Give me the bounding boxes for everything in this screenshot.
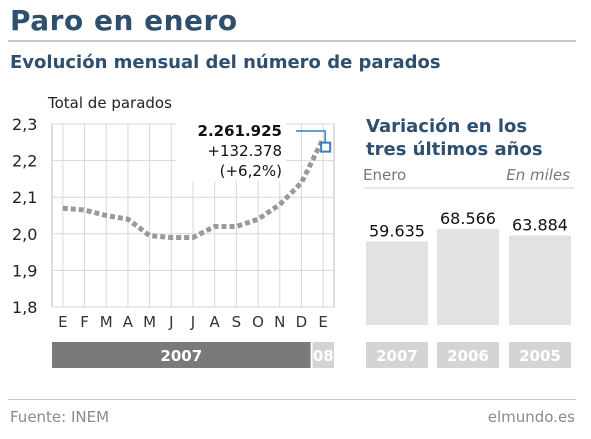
x-tick-label: O [252, 313, 264, 331]
y-tick-label: 1,8 [12, 298, 37, 317]
bar-chart-unit-note: En miles [506, 166, 570, 184]
x-tick-label: A [123, 313, 134, 331]
footer-divider [8, 399, 576, 400]
bar-value-label: 68.566 [440, 209, 496, 228]
bar-chart-left-note: Enero [363, 166, 406, 184]
year-bar-08 [312, 342, 334, 368]
bar-year-band [437, 342, 499, 368]
page-subtitle: Evolución mensual del número de parados [10, 52, 441, 73]
bar-value-label: 59.635 [369, 222, 425, 241]
callout-background [176, 119, 286, 181]
callout-percent: (+6,2%) [220, 162, 282, 180]
bar-category-label: 2006 [447, 347, 489, 365]
x-tick-label: S [232, 313, 242, 331]
y-tick-label: 2,2 [12, 152, 37, 171]
source-note: Fuente: INEM [10, 408, 110, 426]
bar [509, 235, 571, 325]
bar [366, 241, 428, 325]
title-divider [8, 40, 576, 42]
bar-chart-title-line2: tres últimos años [366, 139, 543, 160]
callout-value: 2.261.925 [198, 122, 282, 140]
callout-leader [296, 130, 326, 143]
bar-category-label: 2007 [376, 347, 418, 365]
x-tick-label: E [318, 313, 327, 331]
bar-value-label: 63.884 [512, 216, 568, 235]
x-tick-label: J [168, 313, 173, 331]
year-label-08: 08 [313, 347, 334, 365]
year-label-2007: 2007 [160, 347, 202, 365]
last-point-marker [320, 141, 332, 153]
year-bar-2007 [52, 342, 311, 368]
y-tick-label: 2,1 [12, 188, 37, 207]
bar-chart-title-line1: Variación en los [366, 116, 527, 137]
bar-year-band [366, 342, 428, 368]
page-title: Paro en enero [10, 4, 238, 37]
bar [437, 229, 499, 325]
x-tick-label: M [143, 313, 156, 331]
x-tick-label: N [274, 313, 285, 331]
x-tick-label: F [80, 313, 89, 331]
brand-label: elmundo.es [487, 408, 575, 426]
x-tick-label: M [100, 313, 113, 331]
y-tick-label: 2,0 [12, 225, 37, 244]
callout-change: +132.378 [207, 142, 282, 160]
bar-category-label: 2005 [519, 347, 561, 365]
x-tick-label: E [58, 313, 67, 331]
bar-year-band [509, 342, 571, 368]
y-tick-label: 2,3 [12, 115, 37, 134]
line-chart-title: Total de parados [47, 94, 172, 112]
x-tick-label: J [190, 313, 195, 331]
y-tick-label: 1,9 [12, 261, 37, 280]
x-tick-label: D [296, 313, 308, 331]
x-tick-label: A [210, 313, 221, 331]
